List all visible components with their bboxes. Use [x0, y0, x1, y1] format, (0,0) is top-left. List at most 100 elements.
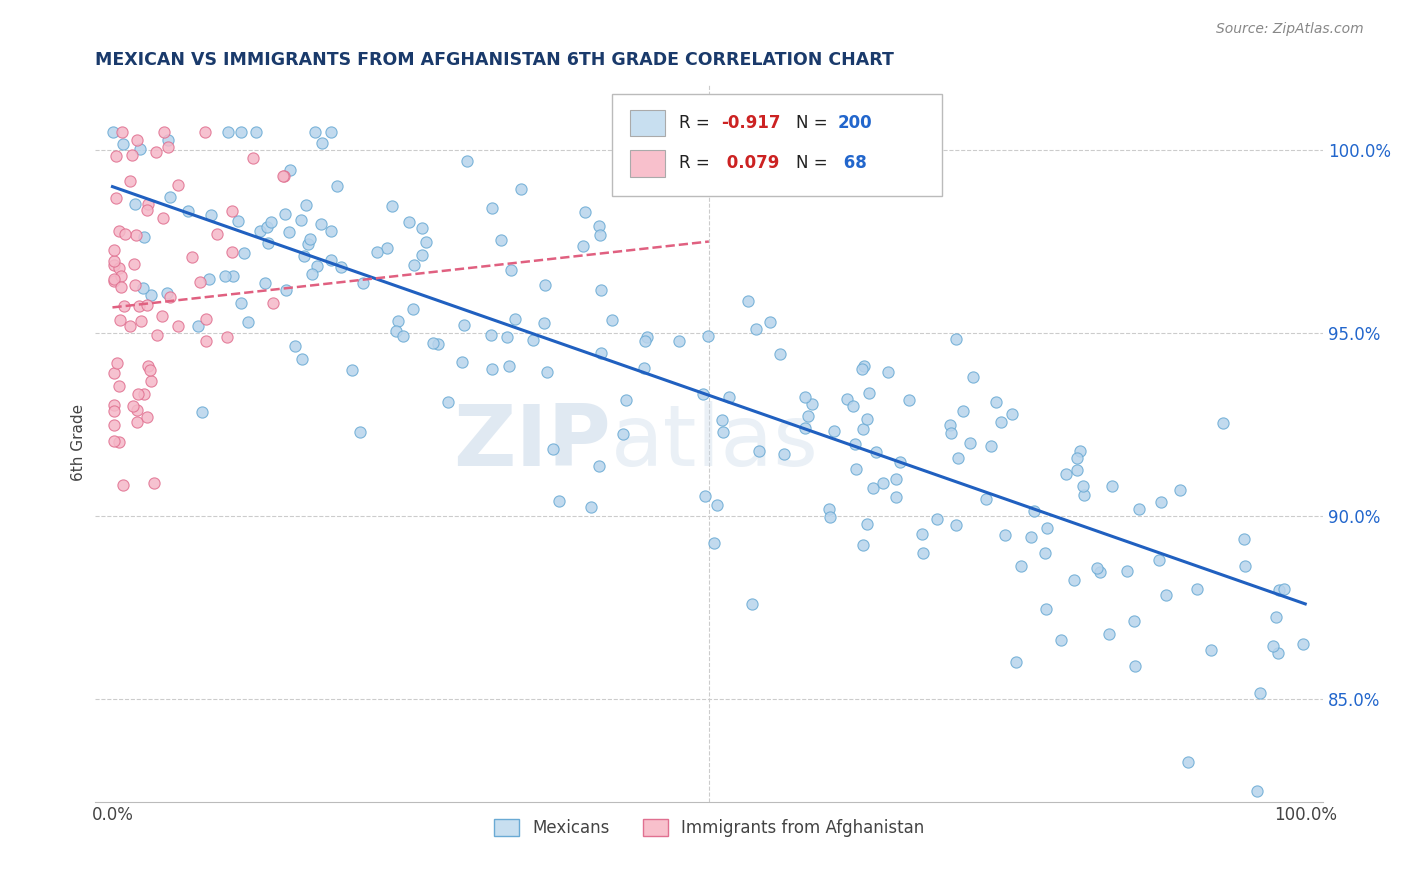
Point [541, 442, 564, 456]
Point [260, 214, 283, 228]
Point [703, 536, 725, 550]
Point [309, 217, 332, 231]
Point [108, 435, 131, 450]
Y-axis label: 6th Grade: 6th Grade [72, 404, 86, 482]
Point [884, 490, 907, 504]
Point [139, 287, 162, 301]
Point [748, 443, 770, 458]
Point [1033, 546, 1056, 560]
Point [159, 290, 181, 304]
Point [581, 500, 603, 514]
Point [668, 334, 690, 348]
Point [139, 375, 162, 389]
Point [634, 334, 657, 348]
Point [277, 226, 299, 240]
Point [415, 235, 437, 249]
Point [1185, 582, 1208, 596]
Point [745, 322, 768, 336]
Text: MEXICAN VS IMMIGRANTS FROM AFGHANISTAN 6TH GRADE CORRELATION CHART: MEXICAN VS IMMIGRANTS FROM AFGHANISTAN 6… [94, 51, 893, 69]
Legend: Mexicans, Immigrants from Afghanistan: Mexicans, Immigrants from Afghanistan [486, 812, 931, 844]
Point [136, 196, 159, 211]
Point [326, 179, 349, 194]
Point [112, 299, 135, 313]
Point [1122, 614, 1144, 628]
Point [103, 434, 125, 448]
Point [311, 136, 333, 150]
Point [107, 379, 129, 393]
Point [298, 232, 321, 246]
Point [990, 416, 1012, 430]
Point [717, 390, 740, 404]
Point [856, 412, 879, 426]
Point [1272, 582, 1295, 596]
Point [794, 391, 817, 405]
Point [381, 199, 404, 213]
Point [402, 301, 425, 316]
Point [411, 221, 433, 235]
Point [1212, 416, 1234, 430]
Point [533, 316, 555, 330]
Point [1263, 639, 1285, 653]
Point [501, 262, 523, 277]
Point [352, 276, 374, 290]
Point [273, 169, 295, 184]
Point [911, 526, 934, 541]
Point [330, 260, 353, 275]
Text: R =: R = [679, 114, 716, 132]
Point [925, 512, 948, 526]
Point [136, 298, 159, 312]
Point [1071, 479, 1094, 493]
Point [1073, 488, 1095, 502]
Point [319, 125, 342, 139]
Point [129, 314, 152, 328]
Point [1022, 504, 1045, 518]
Point [103, 404, 125, 418]
Point [166, 178, 188, 192]
Point [108, 224, 131, 238]
Point [366, 245, 388, 260]
Point [262, 295, 284, 310]
Point [146, 327, 169, 342]
Point [533, 278, 555, 293]
Point [134, 386, 156, 401]
Point [479, 328, 502, 343]
Point [226, 214, 249, 228]
Point [437, 394, 460, 409]
Point [108, 312, 131, 326]
Point [481, 201, 503, 215]
Point [121, 147, 143, 161]
Point [737, 294, 759, 309]
Point [274, 206, 297, 220]
Point [136, 359, 159, 373]
Text: N =: N = [796, 114, 832, 132]
Point [818, 502, 841, 516]
Point [1085, 561, 1108, 575]
Point [959, 436, 981, 450]
Point [823, 425, 845, 439]
Text: atlas: atlas [610, 401, 818, 484]
Point [1035, 601, 1057, 615]
Point [980, 439, 1002, 453]
Text: 0.079: 0.079 [721, 154, 780, 172]
Point [692, 386, 714, 401]
Point [150, 309, 173, 323]
Point [772, 447, 794, 461]
Point [103, 272, 125, 286]
Point [135, 410, 157, 425]
Point [536, 365, 558, 379]
Point [1098, 627, 1121, 641]
Point [200, 209, 222, 223]
Point [129, 142, 152, 156]
Point [257, 236, 280, 251]
Text: -0.917: -0.917 [721, 114, 780, 132]
Point [319, 224, 342, 238]
Point [321, 253, 343, 268]
Point [453, 318, 475, 332]
Point [1147, 552, 1170, 566]
Point [125, 227, 148, 242]
Point [118, 318, 141, 333]
Point [898, 393, 921, 408]
Point [837, 392, 859, 406]
Point [1066, 451, 1088, 466]
Point [481, 361, 503, 376]
